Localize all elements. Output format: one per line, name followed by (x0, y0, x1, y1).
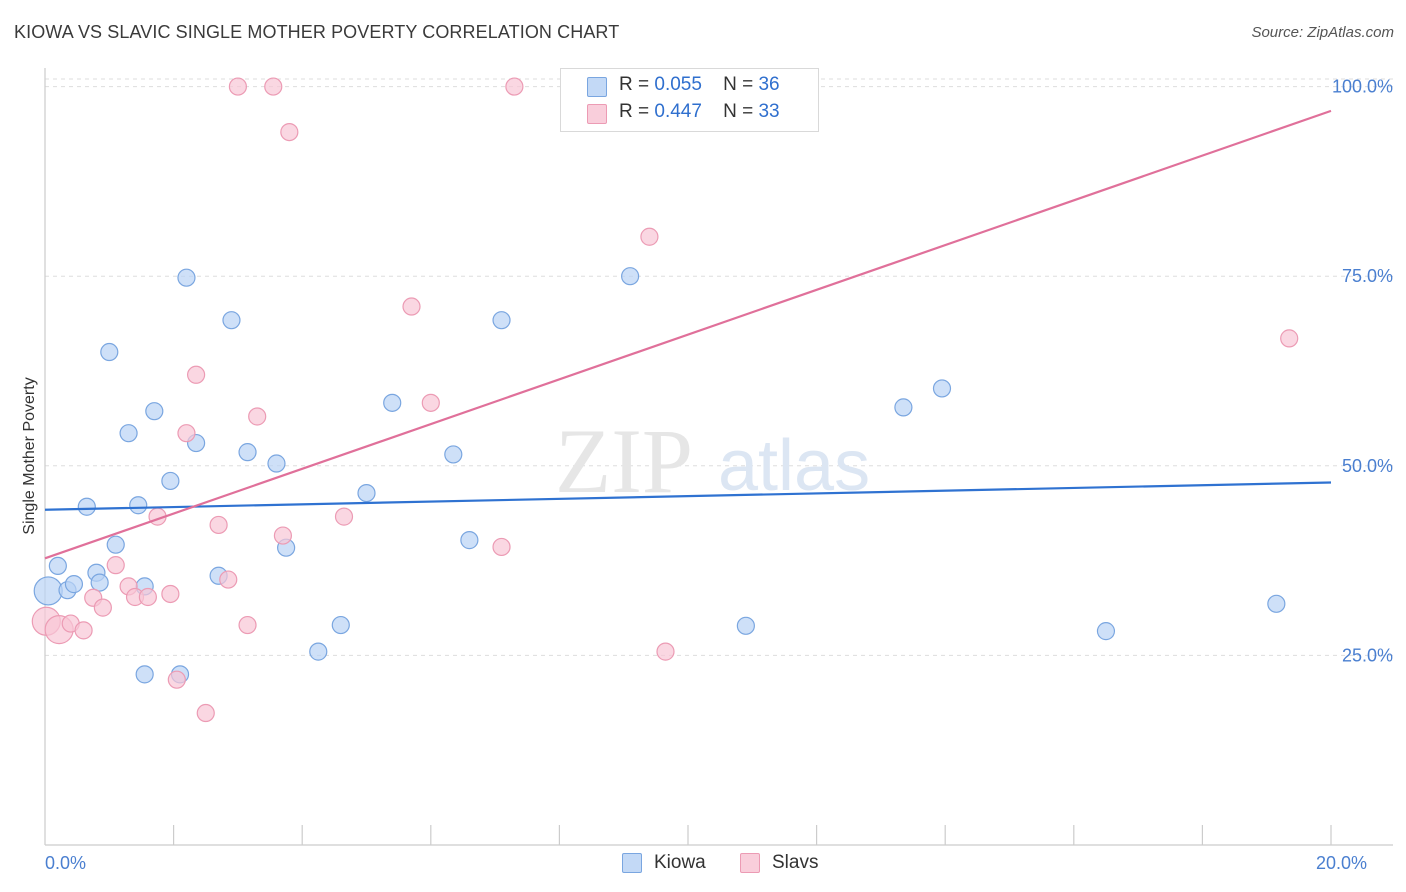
slavs-point-25 (402, 297, 421, 316)
bottom-kiowa-label: Kiowa (654, 852, 706, 873)
y-tick-label-50: 50.0% (1342, 456, 1393, 476)
bottom-slavs-label: Slavs (772, 852, 819, 873)
slavs-point-27 (492, 537, 511, 557)
watermark-zip: ZIP (555, 410, 693, 512)
bottom-kiowa-swatch (622, 853, 642, 873)
kiowa-point-13 (145, 402, 164, 421)
kiowa-point-30 (621, 267, 640, 286)
x-tick-label-20: 20.0% (1316, 853, 1367, 873)
slavs-point-29 (640, 227, 659, 246)
kiowa-point-26 (383, 393, 402, 412)
kiowa-points (33, 267, 1286, 684)
slavs-n-value: 33 (758, 101, 780, 122)
slavs-point-17 (219, 570, 238, 589)
slavs-point-16 (209, 515, 228, 535)
slavs-point-20 (248, 407, 267, 426)
slavs-point-11 (161, 584, 180, 604)
slavs-point-12 (167, 670, 186, 689)
kiowa-point-35 (1267, 594, 1286, 613)
bottom-slavs-swatch (740, 853, 760, 873)
grid-lines (45, 78, 1393, 656)
slavs-r-value: 0.447 (654, 101, 702, 122)
kiowa-point-25 (357, 483, 376, 503)
kiowa-point-3 (64, 575, 84, 594)
slavs-points (31, 77, 1299, 723)
kiowa-point-0 (33, 576, 63, 606)
slavs-point-24 (334, 507, 354, 526)
kiowa-r-value: 0.055 (654, 74, 702, 95)
kiowa-point-23 (309, 642, 328, 661)
y-tick-label-75: 75.0% (1342, 266, 1393, 286)
kiowa-point-12 (135, 665, 154, 684)
slavs-point-18 (228, 77, 247, 96)
kiowa-point-10 (129, 496, 148, 515)
y-tick-label-25: 25.0% (1342, 645, 1393, 665)
slavs-n-label: N = (723, 101, 754, 122)
slavs-point-23 (280, 122, 299, 142)
slavs-point-19 (238, 615, 257, 635)
slavs-point-15 (196, 703, 215, 723)
y-tick-label-100: 100.0% (1332, 77, 1393, 97)
slavs-point-14 (187, 365, 206, 384)
kiowa-point-27 (444, 445, 463, 464)
slavs-point-28 (505, 77, 524, 96)
kiowa-point-14 (161, 471, 180, 491)
kiowa-point-4 (77, 497, 96, 516)
y-axis-label: Single Mother Poverty (21, 377, 38, 534)
kiowa-point-24 (331, 615, 350, 635)
kiowa-n-value: 36 (758, 74, 780, 95)
kiowa-point-33 (932, 379, 952, 398)
kiowa-swatch (587, 77, 607, 97)
kiowa-point-8 (106, 535, 125, 554)
kiowa-n-label: N = (723, 74, 754, 95)
slavs-swatch (587, 104, 607, 124)
kiowa-point-19 (222, 311, 241, 330)
slavs-point-6 (106, 556, 125, 575)
kiowa-point-1 (48, 556, 67, 576)
kiowa-point-34 (1096, 622, 1116, 641)
kiowa-point-31 (736, 616, 755, 635)
kiowa-point-7 (100, 342, 119, 362)
trend-lines (44, 109, 1332, 560)
slavs-point-21 (264, 77, 283, 96)
chart-title: KIOWA VS SLAVIC SINGLE MOTHER POVERTY CO… (14, 22, 620, 42)
kiowa-trend-line (44, 481, 1332, 511)
slavs-point-31 (1280, 329, 1299, 348)
slavs-point-5 (93, 598, 112, 617)
kiowa-point-28 (460, 531, 479, 550)
correlation-legend: R = 0.055 N = 36 R = 0.447 N = 33 (560, 68, 819, 132)
kiowa-point-32 (894, 398, 913, 417)
kiowa-r-label: R = (619, 74, 650, 95)
kiowa-point-29 (492, 311, 511, 330)
axes (44, 68, 1393, 846)
kiowa-point-21 (267, 454, 286, 473)
slavs-point-30 (656, 642, 675, 661)
tick-labels: 25.0% 50.0% 75.0% 100.0% 0.0% 20.0% (45, 77, 1393, 873)
slavs-point-13 (177, 424, 196, 443)
slavs-point-22 (273, 526, 293, 545)
slavs-point-26 (421, 393, 440, 412)
watermark: ZIP atlas (555, 410, 870, 512)
kiowa-point-20 (238, 443, 257, 462)
kiowa-point-16 (177, 268, 196, 287)
slavs-trend-line (44, 109, 1332, 560)
kiowa-point-9 (119, 424, 138, 443)
slavs-point-9 (138, 587, 157, 607)
kiowa-point-6 (90, 573, 109, 592)
source-label: Source: ZipAtlas.com (1251, 24, 1394, 41)
slavs-point-3 (74, 621, 93, 640)
x-tick-label-0: 0.0% (45, 853, 86, 873)
slavs-r-label: R = (619, 101, 650, 122)
